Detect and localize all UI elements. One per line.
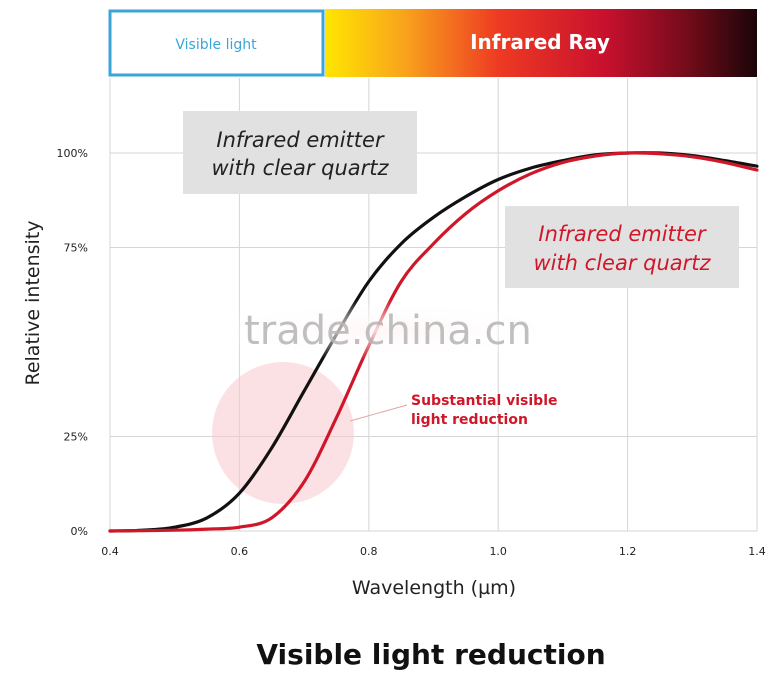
y-tick-label-3: 100% (57, 147, 88, 160)
red-curve-label: Infrared emitter with clear quartz (505, 206, 739, 288)
watermark-text: trade.china.cn (244, 308, 532, 354)
note-line1: Substantial visible (411, 393, 558, 409)
infrared-band (325, 9, 757, 77)
black-curve-label-line1: Infrared emitter (216, 128, 385, 152)
visible-light-label: Visible light (175, 37, 257, 53)
black-curve-label-box (183, 111, 417, 194)
red-curve-label-box (505, 206, 739, 288)
note-leader-line (349, 404, 408, 422)
series-line-1 (108, 151, 759, 533)
chart-title: Visible light reduction (256, 638, 605, 671)
x-tick-label-5: 1.4 (748, 545, 766, 558)
visible-reduction-highlight (212, 362, 354, 504)
spectrum-band: Visible light Infrared Ray (108, 9, 757, 77)
y-tick-label-1: 25% (64, 431, 88, 444)
black-curve-label-line2: with clear quartz (211, 156, 389, 180)
x-tick-label-0: 0.4 (101, 545, 119, 558)
y-tick-label-0: 0% (71, 525, 88, 538)
black-curve-label: Infrared emitter with clear quartz (183, 111, 417, 194)
infrared-ray-label: Infrared Ray (470, 30, 610, 54)
y-axis-label: Relative intensity (22, 220, 44, 385)
series-layer (108, 151, 759, 533)
x-tick-label-4: 1.2 (619, 545, 637, 558)
x-tick-label-3: 1.0 (489, 545, 507, 558)
red-curve-label-line2: with clear quartz (533, 251, 711, 275)
x-tick-label-1: 0.6 (231, 545, 249, 558)
visible-light-band (108, 9, 325, 77)
x-axis-label: Wavelength (µm) (352, 577, 516, 599)
x-axis-ticks: 0.4 0.6 0.8 1.0 1.2 1.4 (101, 545, 766, 558)
x-tick-label-2: 0.8 (360, 545, 378, 558)
y-axis-ticks: 0% 25% 75% 100% (57, 147, 88, 538)
note-line2: light reduction (411, 412, 528, 428)
red-curve-label-line1: Infrared emitter (538, 222, 707, 246)
y-tick-label-2: 75% (64, 242, 88, 255)
watermark-halo (200, 300, 580, 360)
